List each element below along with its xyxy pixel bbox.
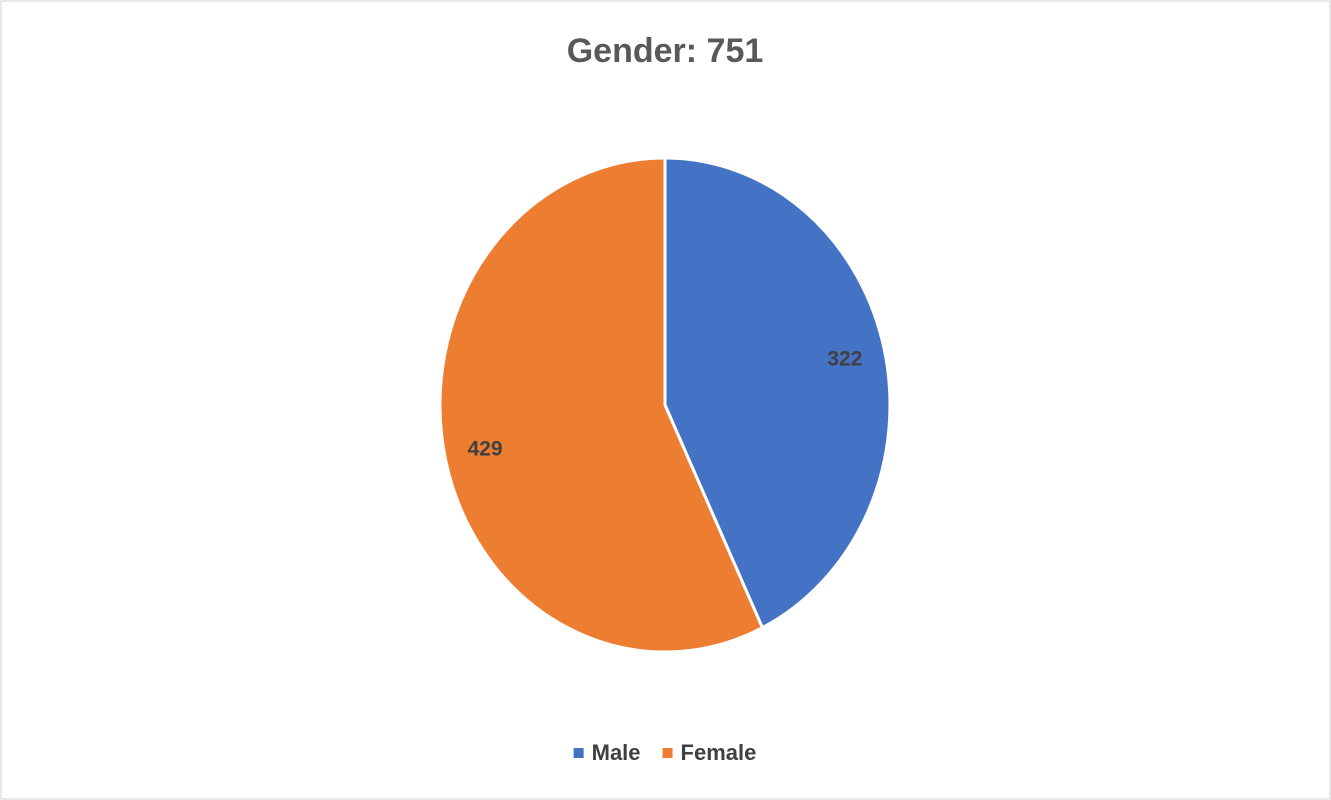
legend-swatch: [662, 748, 673, 758]
pie-slice: [663, 156, 892, 630]
legend-swatch: [573, 748, 584, 758]
legend-label: Female: [681, 740, 757, 765]
chart-title: Gender: 751: [567, 32, 764, 70]
data-label: 322: [827, 348, 862, 371]
legend-label: Male: [592, 740, 641, 765]
pie-slice: [438, 156, 765, 654]
data-label: 429: [468, 437, 503, 460]
